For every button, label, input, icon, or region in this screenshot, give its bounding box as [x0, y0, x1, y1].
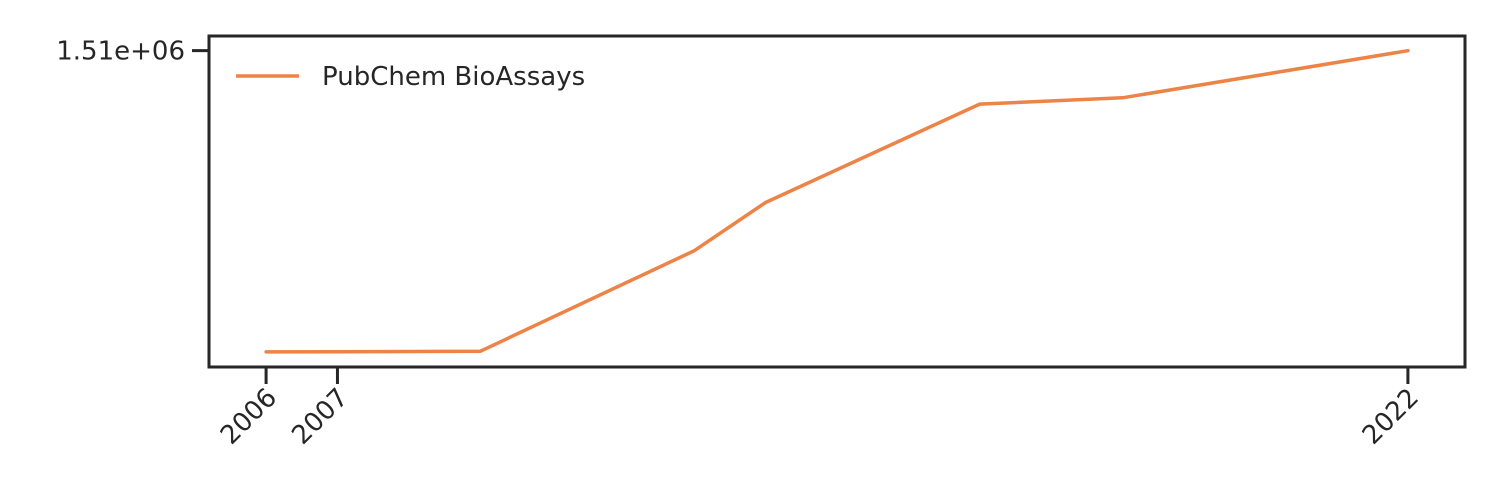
y-tick-label: 1.51e+06 — [56, 37, 185, 67]
x-tick-label: 2006 — [215, 383, 283, 451]
legend-label: PubChem BioAssays — [322, 62, 585, 92]
x-tick-label: 2022 — [1357, 383, 1425, 451]
x-tick-label: 2007 — [286, 383, 354, 451]
x-axis: 2006 2007 2022 — [215, 367, 1425, 451]
y-axis: 1.51e+06 — [56, 37, 209, 67]
series-line — [264, 48, 1410, 354]
plot-area — [264, 48, 1410, 354]
legend: PubChem BioAssays — [236, 62, 585, 92]
plot-frame — [207, 34, 1467, 369]
